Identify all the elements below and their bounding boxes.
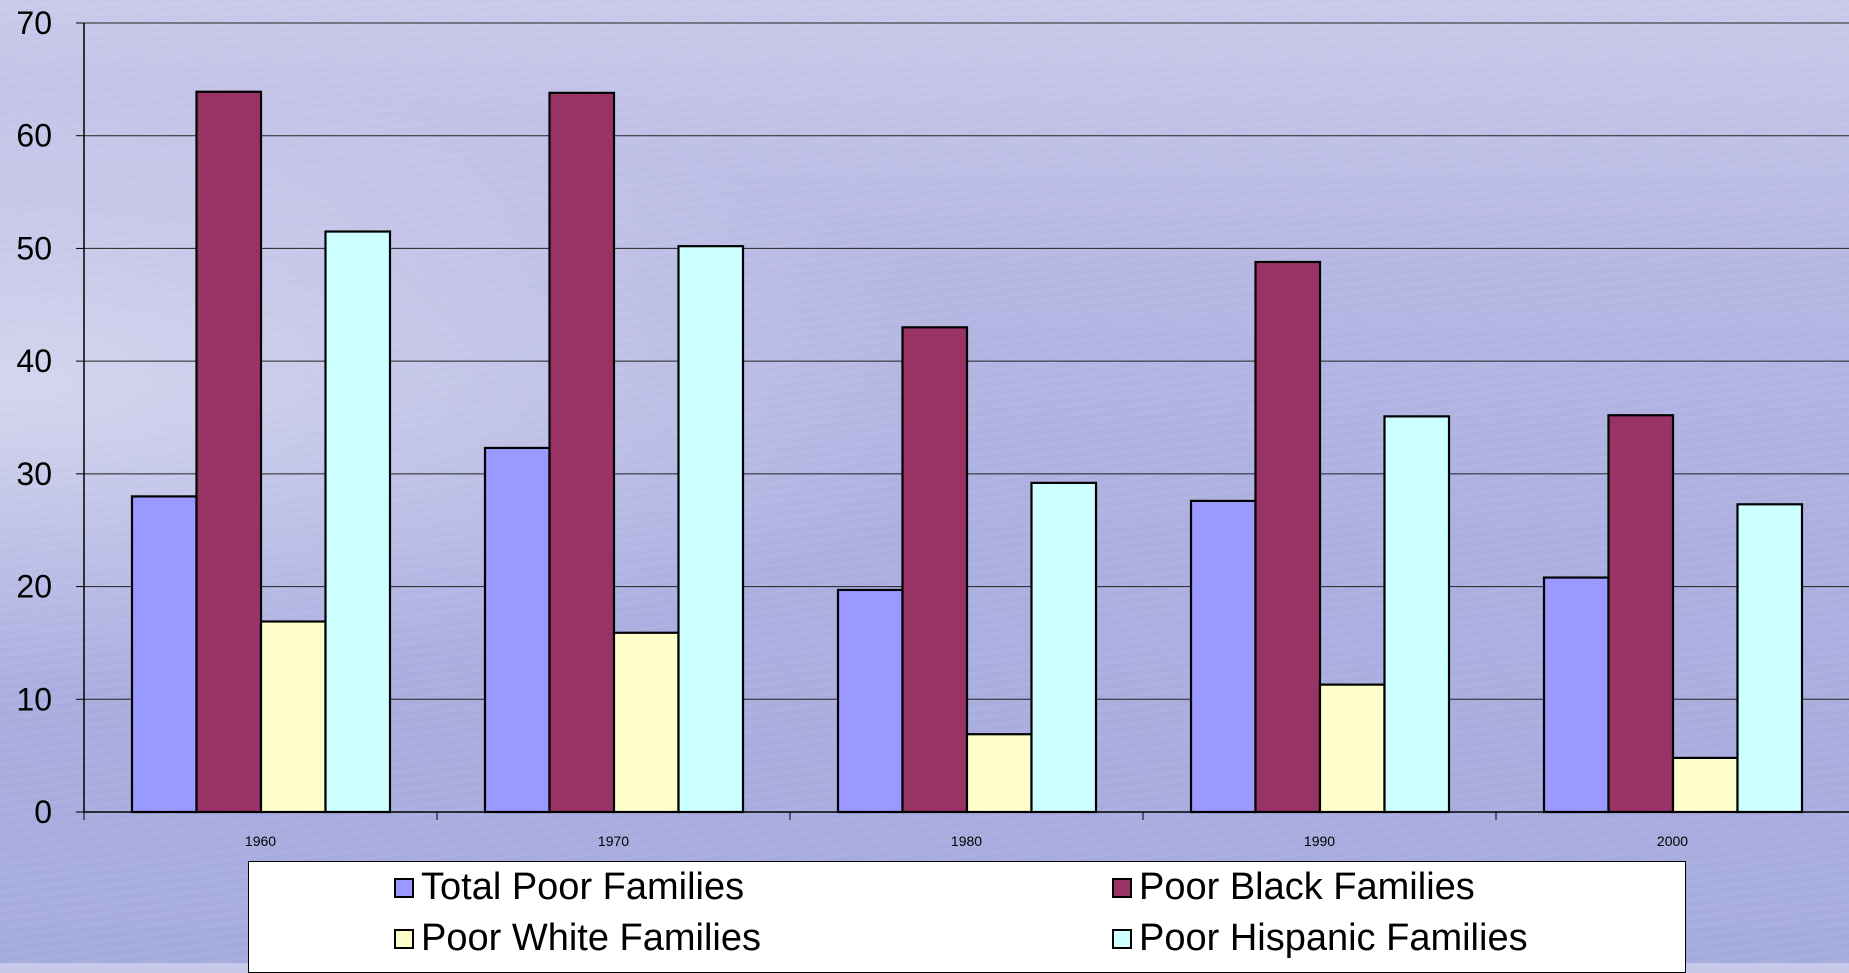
- bar: [130, 495, 198, 814]
- bar: [612, 631, 680, 814]
- bar: [1671, 756, 1739, 814]
- legend-label-white: Poor White Families: [421, 917, 761, 959]
- bar: [1736, 503, 1804, 814]
- bar: [1254, 260, 1322, 814]
- y-tick-label: 40: [16, 343, 52, 379]
- bar: [483, 446, 551, 814]
- y-tick-label: 70: [16, 5, 52, 41]
- y-tick-label: 20: [16, 569, 52, 605]
- axes: 0 10 20 30 40 50 60 70 1960 1970 1980 1990 2000: [16, 5, 1849, 849]
- legend: Total Poor Families Poor Black Families …: [248, 861, 1686, 973]
- y-tick-label: 50: [16, 230, 52, 266]
- legend-swatch-black: [1112, 877, 1132, 898]
- legend-swatch-total: [394, 877, 414, 898]
- bar: [965, 733, 1033, 814]
- legend-label-total: Total Poor Families: [421, 866, 745, 908]
- bar: [548, 91, 616, 814]
- bar: [324, 230, 392, 814]
- legend-swatch-white: [394, 928, 414, 949]
- bar: [259, 620, 327, 814]
- y-tick-label: 0: [34, 794, 52, 830]
- x-tick-label: 1980: [951, 833, 982, 849]
- legend-item-white: Poor White Families: [394, 917, 761, 960]
- bar: [195, 90, 263, 814]
- bar: [901, 326, 969, 814]
- legend-item-total: Total Poor Families: [394, 866, 744, 909]
- bar: [677, 245, 745, 814]
- bar: [1318, 683, 1386, 814]
- y-tick-label: 30: [16, 456, 52, 492]
- y-tick-label: 60: [16, 118, 52, 154]
- legend-swatch-hispanic: [1112, 928, 1132, 949]
- x-tick-label: 2000: [1657, 833, 1688, 849]
- bar: [1030, 481, 1098, 814]
- x-tick-label: 1970: [598, 833, 629, 849]
- legend-item-hispanic: Poor Hispanic Families: [1112, 917, 1528, 960]
- bar: [1542, 576, 1610, 814]
- bar: [1607, 414, 1675, 814]
- bar: [836, 588, 904, 814]
- x-tick-label: 1990: [1304, 833, 1335, 849]
- bar: [1189, 499, 1257, 814]
- x-tick-label: 1960: [245, 833, 276, 849]
- y-tick-label: 10: [16, 681, 52, 717]
- bars: [130, 90, 1804, 814]
- legend-label-hispanic: Poor Hispanic Families: [1139, 917, 1528, 959]
- legend-label-black: Poor Black Families: [1139, 866, 1475, 908]
- legend-item-black: Poor Black Families: [1112, 866, 1475, 909]
- bar: [1383, 415, 1451, 814]
